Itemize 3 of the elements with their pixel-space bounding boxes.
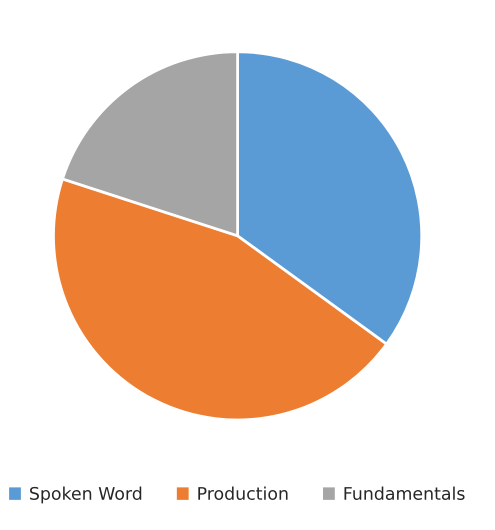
legend-label: Spoken Word [30,486,142,504]
legend-label: Fundamentals [344,486,465,500]
legend-label: Production [198,486,288,500]
